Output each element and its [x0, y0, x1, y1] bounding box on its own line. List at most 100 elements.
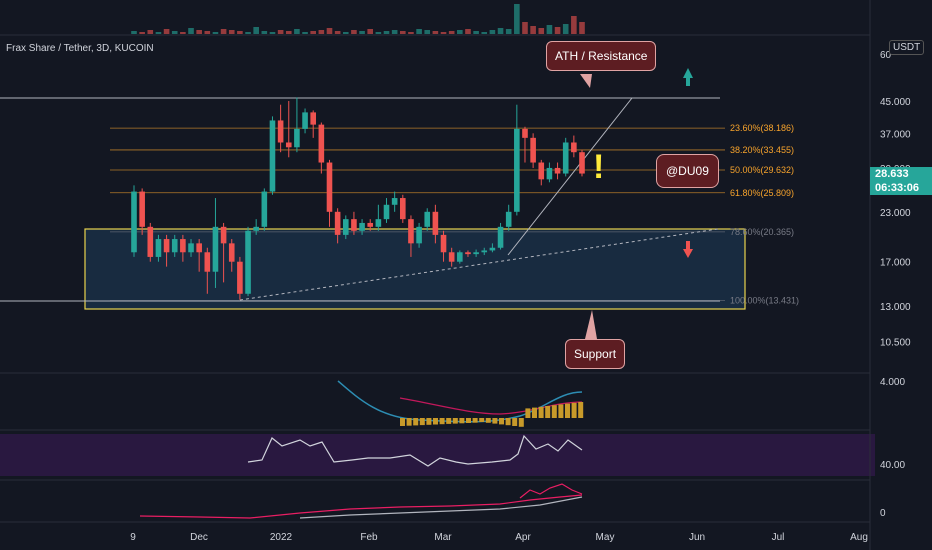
macd-histogram-bar [466, 418, 471, 423]
ath-callout: ATH / Resistance [546, 41, 657, 71]
support-box [84, 228, 746, 310]
volume-bar [562, 24, 569, 34]
volume-bar [204, 31, 211, 34]
candle-body [155, 239, 162, 257]
candle-body [318, 124, 325, 163]
volume-bar [245, 32, 251, 34]
volume-bar [579, 22, 585, 34]
last-price-tag: 28.633 [870, 167, 932, 181]
up-arrow [683, 68, 693, 86]
macd-histogram-bar [538, 406, 544, 418]
candle-body [432, 211, 439, 235]
macd-histogram-bar [485, 418, 491, 423]
volume-bar [432, 31, 439, 34]
volume-bar [391, 30, 398, 34]
candle-body [448, 252, 455, 262]
currency-badge[interactable]: USDT [889, 40, 925, 55]
volume-bar [448, 31, 455, 34]
candle-body [457, 252, 463, 262]
volume-bar [505, 29, 512, 34]
volume-bar [163, 29, 170, 34]
candle-body [522, 128, 528, 138]
candle-body [440, 234, 447, 253]
fib-level-label: 38.20%(33.455) [730, 145, 794, 155]
volume-bar [277, 30, 284, 34]
candle-body [359, 222, 365, 231]
volume-bar [375, 32, 382, 34]
volume-bar [302, 32, 308, 34]
candle-body [538, 162, 545, 180]
volume-bar [538, 28, 545, 34]
volume-bar [546, 25, 553, 34]
volume-bar [139, 32, 145, 34]
candle-body [188, 243, 194, 253]
oscillator-spike [519, 483, 583, 499]
rising-trendline [507, 97, 633, 256]
time-axis-label: May [596, 532, 615, 543]
volume-bar [416, 29, 422, 34]
macd-histogram-bar [558, 404, 564, 418]
time-axis-label: Dec [190, 532, 208, 543]
indicator-axis-label: 0 [880, 508, 886, 519]
candle-body [416, 226, 422, 244]
macd-histogram-bar [459, 418, 465, 424]
candle-body [367, 222, 374, 227]
candle-body [465, 252, 471, 255]
volume-bar [400, 31, 406, 34]
price-axis-label: 13.000 [880, 302, 911, 313]
exclamation-mark: ! [593, 148, 605, 186]
fib-level-label: 50.00%(29.632) [730, 165, 794, 175]
macd-histogram-bar [525, 408, 531, 418]
rsi-band [0, 434, 875, 476]
macd-histogram-bar [479, 418, 485, 422]
macd-histogram-bar [439, 418, 445, 425]
volume-bar [220, 29, 227, 34]
candle-body [424, 211, 431, 227]
fib-level-label: 78.60%(20.365) [730, 227, 794, 237]
volume-bar [359, 31, 365, 34]
volume-bar [514, 4, 520, 34]
volume-bar [310, 31, 316, 34]
volume-bar [269, 32, 276, 34]
volume-bar [481, 32, 488, 34]
candle-body [326, 162, 333, 212]
volume-bar [180, 32, 186, 34]
time-axis-label: Jun [689, 532, 705, 543]
volume-bar [367, 29, 374, 34]
down-arrow [683, 241, 693, 258]
volume-bar [351, 30, 357, 34]
macd-histogram-bar [551, 405, 557, 418]
volume-bar [383, 31, 390, 34]
candle-body [383, 204, 390, 220]
candle-body [375, 219, 382, 227]
volume-bar [497, 28, 504, 34]
macd-histogram-bar [419, 418, 425, 426]
volume-bar [424, 30, 431, 34]
macd-histogram-bar [406, 418, 412, 426]
candle-body [196, 243, 202, 253]
macd-histogram-bar [565, 403, 570, 418]
volume-bar [261, 31, 268, 34]
candle-body [505, 211, 512, 227]
volume-bar [237, 31, 243, 34]
candle-body [277, 120, 284, 143]
candle-body [220, 226, 227, 244]
volume-bar [457, 30, 463, 34]
indicator-panes: 4.000 40.00 0 [0, 377, 905, 519]
indicator-axis-label: 4.000 [880, 377, 905, 388]
price-axis-label: 23.000 [880, 208, 911, 219]
volume-bar [408, 32, 414, 34]
candle-body [579, 152, 585, 174]
macd-histogram-bar [400, 418, 405, 426]
candle-body [489, 247, 496, 251]
rsi-line [247, 434, 583, 467]
fib-level-label: 61.80%(25.809) [730, 188, 794, 198]
candle-body [514, 128, 520, 212]
candle-body [302, 112, 308, 129]
time-axis-label: Aug [850, 532, 868, 543]
fib-level-label: 100.00%(13.431) [730, 296, 799, 306]
trend-lines [0, 68, 720, 339]
candle-body [530, 137, 536, 163]
candle-body [351, 219, 357, 231]
candle-body [139, 191, 145, 227]
